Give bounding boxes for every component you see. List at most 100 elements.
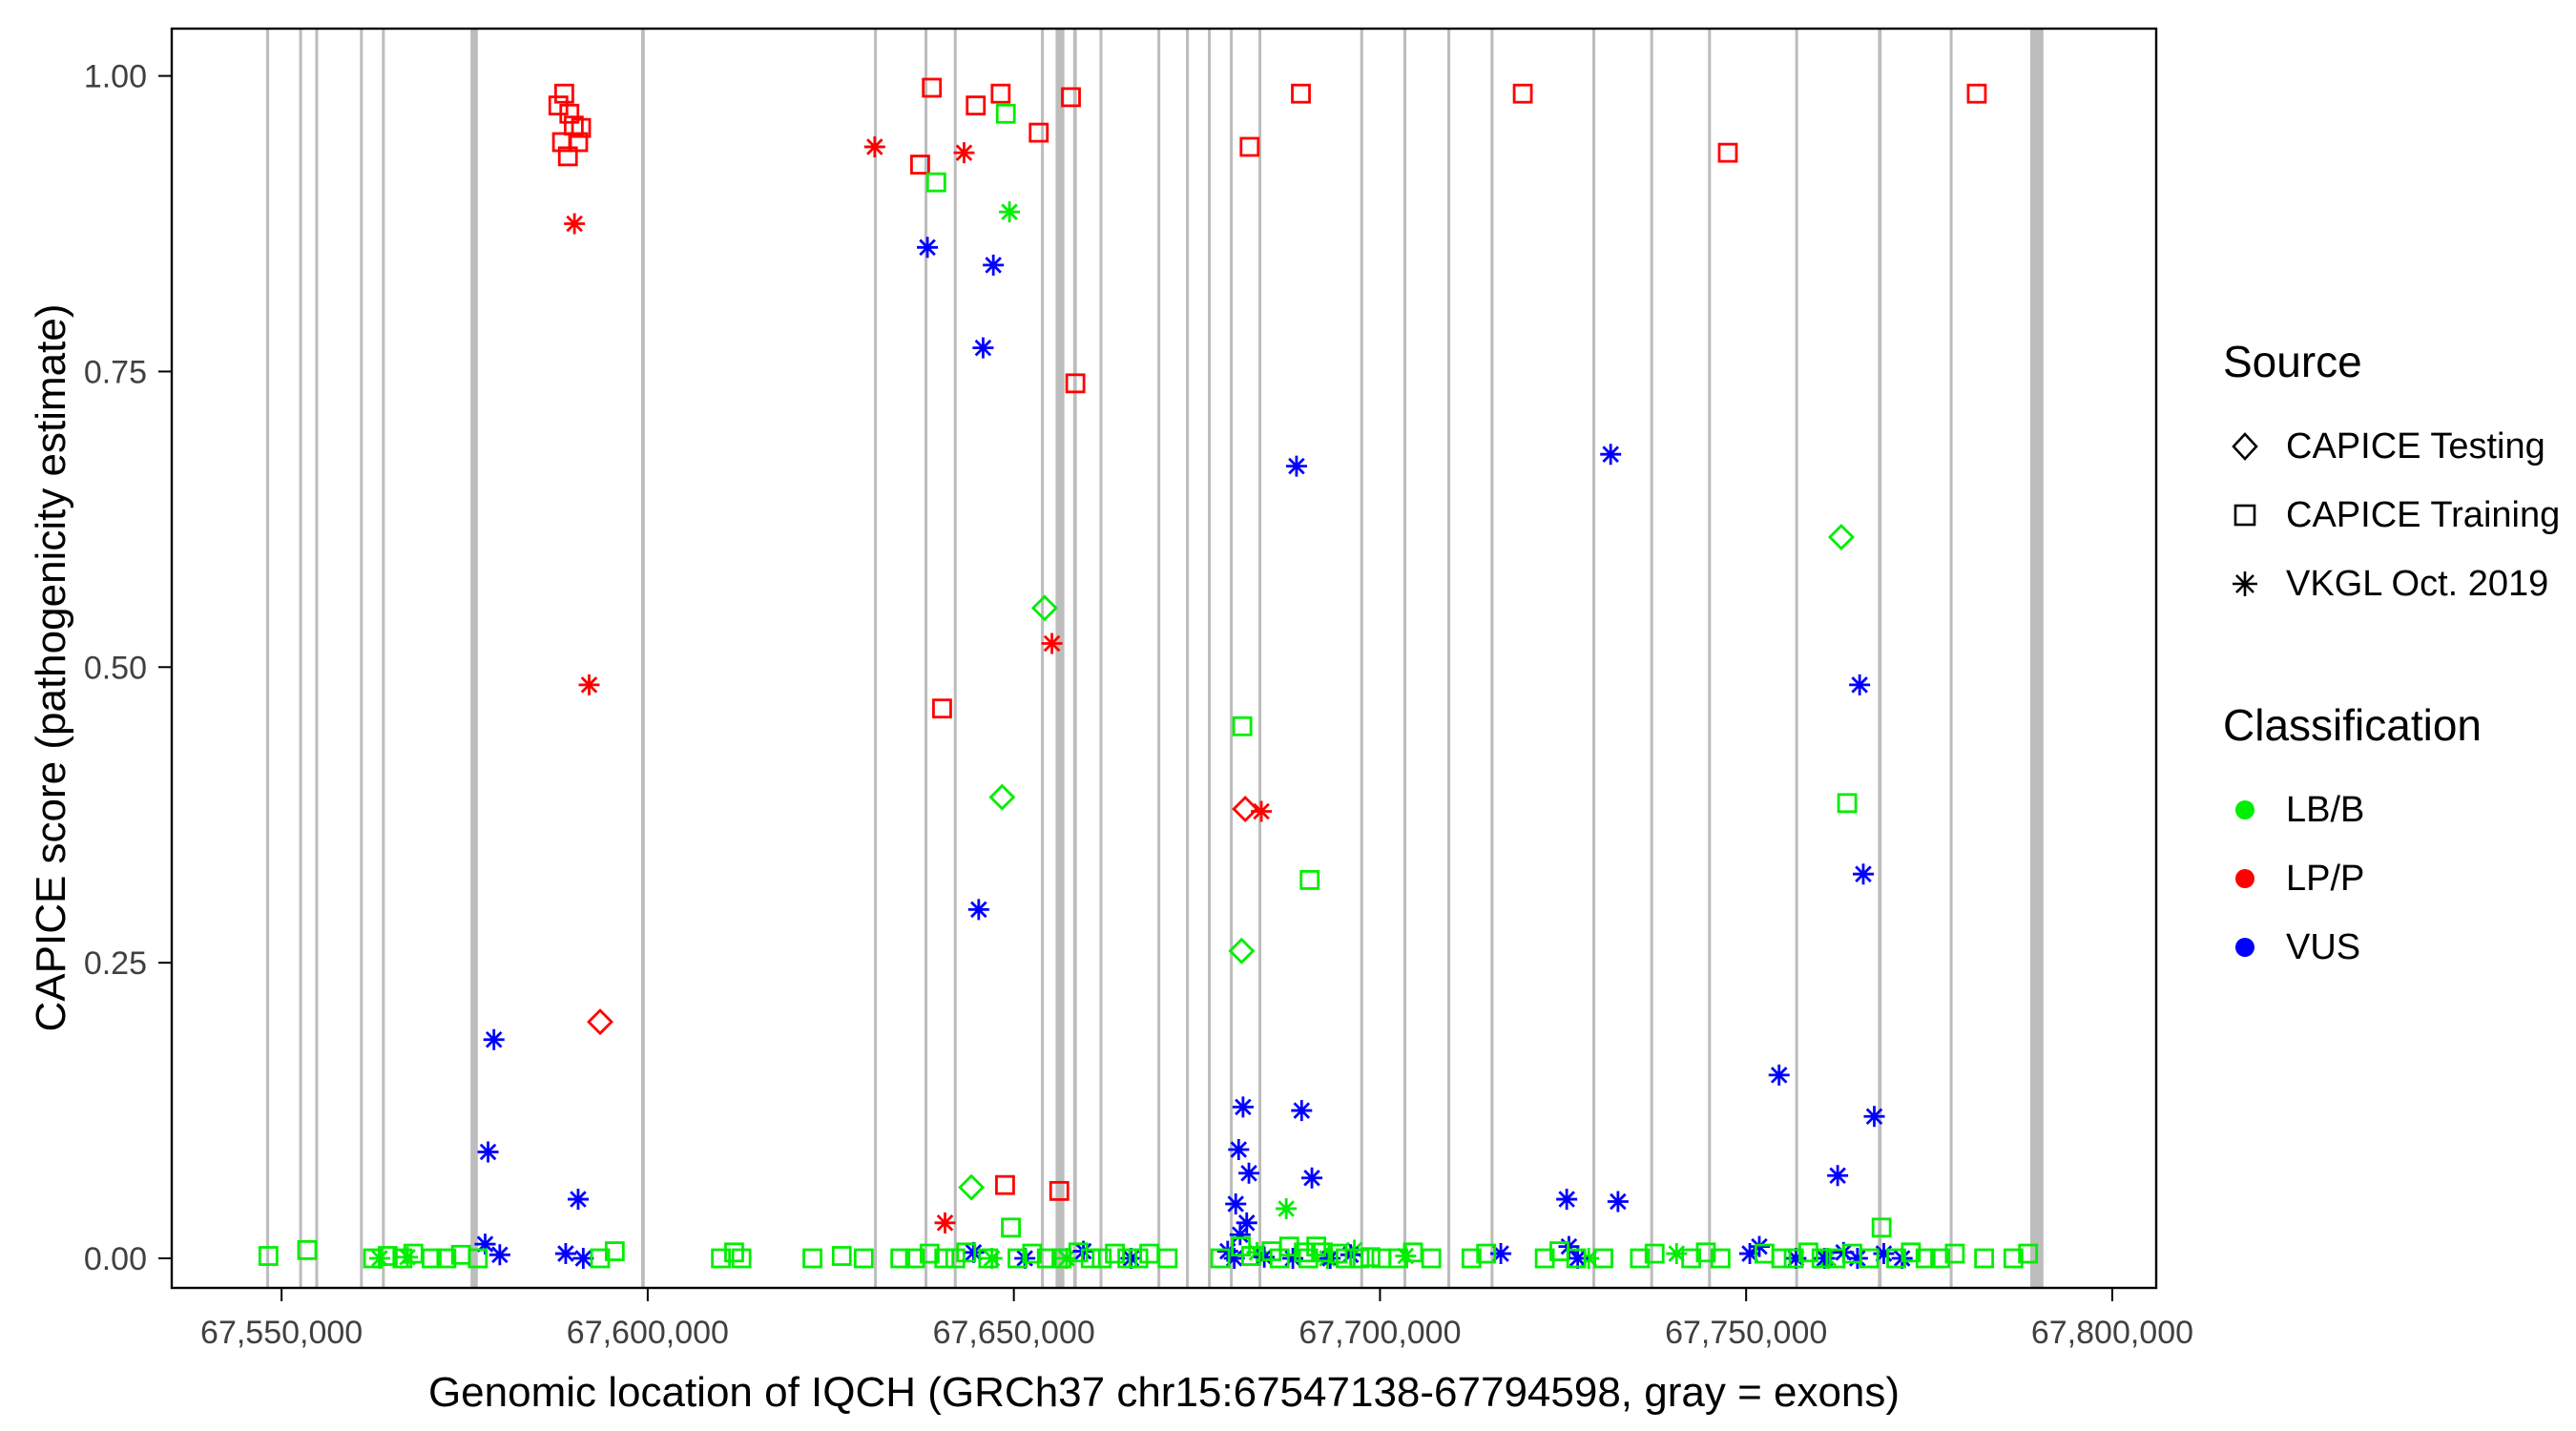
scatter-point-asterisk: [477, 1141, 499, 1163]
scatter-point-square: [1065, 373, 1086, 394]
scatter-point-diamond: [988, 783, 1016, 811]
scatter-point-square: [1717, 142, 1738, 163]
scatter-point-square: [1105, 1243, 1125, 1264]
scatter-point-square: [1080, 1248, 1101, 1269]
exon-band: [266, 29, 270, 1288]
x-tick-label: 67,600,000: [567, 1315, 729, 1351]
scatter-point-asterisk: [981, 1248, 1003, 1270]
x-axis-title: Genomic location of IQCH (GRCh37 chr15:6…: [427, 1369, 1901, 1416]
scatter-point-square: [1299, 869, 1320, 890]
scatter-point-asterisk: [1607, 1191, 1629, 1213]
scatter-point-diamond: [1232, 796, 1259, 823]
legend-item-capice-training: CAPICE Training: [2223, 481, 2576, 550]
scatter-point-square: [1036, 1248, 1057, 1269]
scatter-point-asterisk: [1291, 1100, 1313, 1122]
scatter-point-asterisk: [1814, 1248, 1836, 1270]
y-tick-label: 0.25: [84, 945, 147, 982]
scatter-point-square: [934, 1248, 955, 1269]
scatter-point-square: [831, 1246, 852, 1266]
scatter-point-square: [1695, 1242, 1716, 1263]
scatter-point-square: [436, 1248, 457, 1269]
scatter-point-asterisk: [1251, 800, 1273, 822]
scatter-point-square: [1240, 1246, 1261, 1266]
scatter-point-square: [1566, 1248, 1587, 1269]
scatter-point-square: [1966, 83, 1987, 104]
plot-area: 67,550,000 67,600,000 67,650,000 67,700,000…: [84, 27, 2193, 1351]
exon-band: [1402, 29, 1407, 1288]
exon-band: [299, 29, 302, 1288]
scatter-point-square: [910, 155, 930, 175]
exon-band: [470, 29, 478, 1288]
scatter-point-square: [1476, 1243, 1497, 1264]
scatter-point-square: [1811, 1248, 1832, 1269]
scatter-point-square: [1157, 1248, 1178, 1269]
exon-band: [1208, 29, 1212, 1288]
exon-band: [1186, 29, 1190, 1288]
legend-item-vkgl: VKGL Oct. 2019: [2223, 550, 2576, 618]
lbb-dot-icon: [2235, 800, 2254, 819]
legend-item-lpp: LP/P: [2223, 844, 2576, 913]
scatter-point-square: [932, 698, 952, 719]
exon-band: [360, 29, 364, 1288]
legend: Source CAPICE Testing CAPICE Training VK…: [2223, 336, 2576, 982]
scatter-point-asterisk: [1739, 1243, 1761, 1265]
scatter-point-square: [258, 1246, 279, 1266]
scatter-point-asterisk: [1846, 1248, 1868, 1270]
scatter-point-square: [995, 1174, 1015, 1195]
legend-classification: Classification LB/B LP/P VUS: [2223, 699, 2576, 982]
legend-item-capice-testing: CAPICE Testing: [2223, 412, 2576, 481]
legend-label-capice-training: CAPICE Training: [2286, 494, 2561, 535]
scatter-point-asterisk: [483, 1028, 505, 1050]
exon-band: [1230, 29, 1234, 1288]
scatter-point-square: [1091, 1248, 1112, 1269]
scatter-point-square: [1068, 1242, 1089, 1263]
scatter-point-square: [711, 1248, 732, 1269]
scatter-point-square: [956, 1242, 977, 1263]
scatter-point-square: [1278, 1236, 1299, 1257]
scatter-point-asterisk: [1041, 633, 1063, 654]
scatter-point-square: [919, 1243, 940, 1264]
scatter-point-square: [731, 1248, 752, 1269]
scatter-point-asterisk: [1276, 1197, 1298, 1219]
y-tick-label: 0.00: [84, 1241, 147, 1277]
exon-band: [953, 29, 957, 1288]
scatter-point-asterisk: [1229, 1224, 1251, 1246]
scatter-point-square: [1335, 1248, 1356, 1269]
square-marker-icon: [2233, 504, 2256, 527]
scatter-point-square: [571, 117, 592, 138]
scatter-point-asterisk: [567, 1189, 589, 1211]
scatter-point-asterisk: [578, 674, 600, 695]
scatter-point-diamond: [1827, 523, 1855, 550]
scatter-point-square: [378, 1246, 398, 1266]
scatter-point-square: [1061, 87, 1081, 108]
scatter-point-asterisk: [1600, 444, 1622, 466]
exon-band: [640, 29, 645, 1288]
legend-item-lbb: LB/B: [2223, 776, 2576, 844]
scatter-point-square: [1239, 136, 1260, 157]
exon-band: [1878, 29, 1882, 1288]
scatter-point-asterisk: [967, 899, 989, 921]
scatter-point-diamond: [587, 1008, 613, 1036]
scatter-point-square: [1371, 1248, 1392, 1269]
scatter-point-square: [1022, 1243, 1043, 1264]
y-axis-title: CAPICE score (pathogenicity estimate): [28, 303, 74, 1032]
scatter-point-square: [945, 1248, 966, 1269]
scatter-point-square: [1306, 1236, 1327, 1257]
exon-band: [1041, 29, 1045, 1288]
scatter-point-square: [1974, 1248, 1995, 1269]
scatter-point-square: [559, 103, 580, 124]
exon-band: [1592, 29, 1596, 1288]
scatter-point-square: [995, 103, 1016, 124]
scatter-point-square: [1139, 1243, 1160, 1264]
scatter-point-square: [568, 132, 589, 153]
exon-band: [924, 29, 928, 1288]
scatter-point-square: [1232, 716, 1253, 736]
exon-band: [1650, 29, 1653, 1288]
scatter-point-asterisk: [1749, 1235, 1770, 1257]
scatter-point-square: [1117, 1248, 1138, 1269]
exon-band: [1258, 29, 1262, 1288]
scatter-point-square: [467, 1248, 488, 1269]
scatter-point-asterisk: [1863, 1106, 1885, 1128]
scatter-point-square: [297, 1239, 318, 1260]
scatter-point-square: [1028, 122, 1049, 143]
